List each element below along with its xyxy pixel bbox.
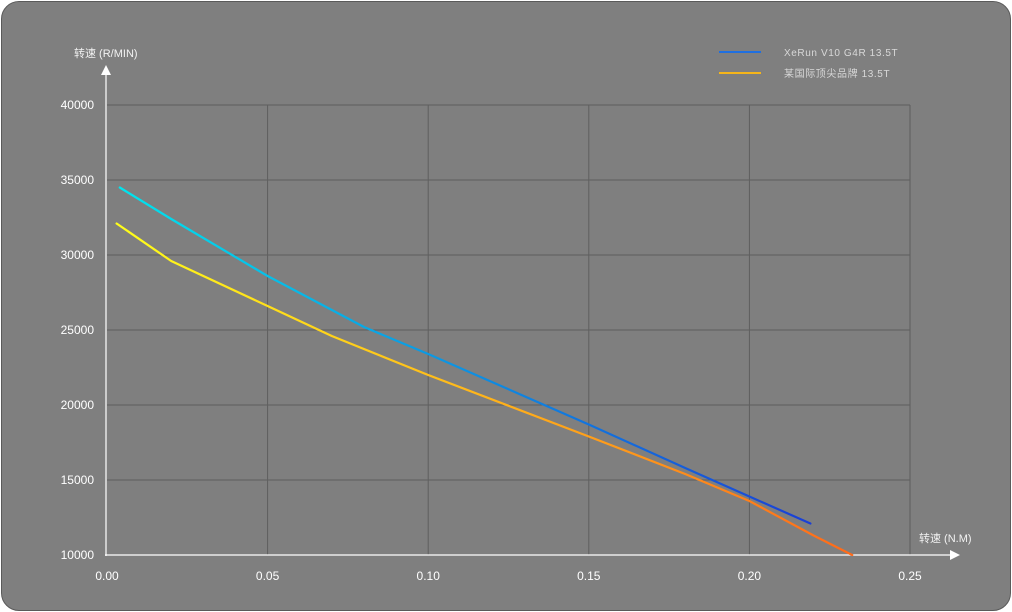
y-tick-label: 25000 — [61, 323, 95, 337]
series-line-competitor — [115, 222, 854, 557]
tick-labels: 0.00 0.05 0.10 0.15 0.20 0.25 10000 15000 20000 2… — [61, 98, 922, 583]
x-tick-label: 0.05 — [256, 569, 280, 583]
y-tick-label: 10000 — [61, 548, 95, 562]
legend-label-competitor: 某国际顶尖品牌 13.5T — [784, 67, 890, 80]
legend: XeRun V10 G4R 13.5T 某国际顶尖品牌 13.5T — [719, 48, 898, 80]
x-tick-label: 0.10 — [417, 569, 441, 583]
series-lines — [115, 186, 854, 557]
legend-label-xerun: XeRun V10 G4R 13.5T — [784, 48, 898, 59]
x-axis-label: 转速 (N.M) — [919, 531, 972, 545]
y-tick-label: 15000 — [61, 473, 95, 487]
axes: 转速 (R/MIN) 转速 (N.M) — [74, 46, 972, 560]
x-tick-label: 0.00 — [95, 569, 119, 583]
y-axis-label: 转速 (R/MIN) — [74, 46, 138, 60]
gridlines — [107, 104, 911, 555]
y-tick-label: 40000 — [61, 98, 95, 112]
y-tick-label: 30000 — [61, 248, 95, 262]
x-tick-label: 0.20 — [738, 569, 762, 583]
y-tick-label: 35000 — [61, 173, 95, 187]
x-tick-label: 0.15 — [577, 569, 601, 583]
x-tick-label: 0.25 — [898, 569, 922, 583]
y-tick-label: 20000 — [61, 398, 95, 412]
series-line-xerun — [118, 186, 812, 525]
